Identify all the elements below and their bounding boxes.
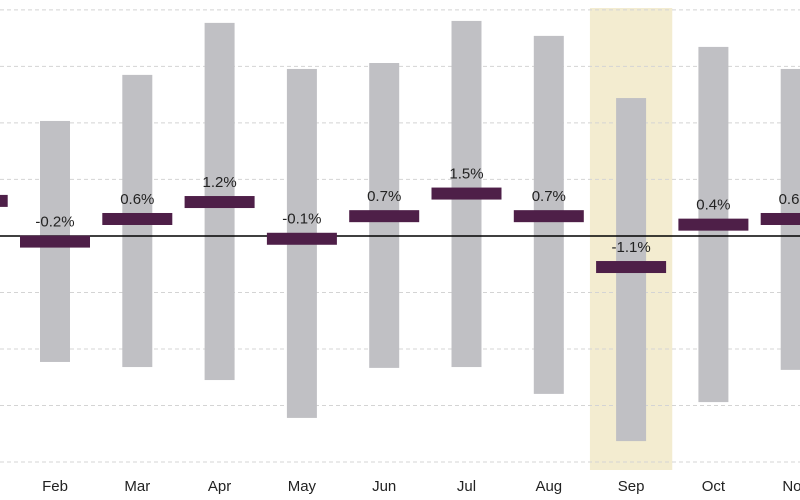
- x-tick-label: Mar: [124, 478, 150, 495]
- value-label: 0.7%: [367, 188, 401, 205]
- average-marker: [760, 212, 800, 225]
- value-label: 1.2%: [202, 174, 236, 191]
- value-label: 0.6%: [779, 191, 800, 208]
- x-tick-label: Apr: [208, 478, 231, 495]
- average-marker: [266, 232, 337, 245]
- value-label: -0.1%: [282, 211, 321, 228]
- x-tick-label: Jun: [372, 478, 396, 495]
- average-marker: [102, 212, 173, 225]
- average-marker: [678, 218, 749, 231]
- value-label: 0.7%: [532, 188, 566, 205]
- value-label: -1.1%: [612, 239, 651, 256]
- value-label: 0.4%: [696, 197, 730, 214]
- value-label: 0.6%: [120, 191, 154, 208]
- value-label: -0.2%: [35, 214, 74, 231]
- value-label: 1.5%: [449, 166, 483, 183]
- x-tick-label: Aug: [535, 478, 562, 495]
- x-tick-label: Feb: [42, 478, 68, 495]
- average-marker: [20, 235, 90, 248]
- average-marker: [596, 261, 667, 274]
- x-tick-label: Oct: [702, 478, 726, 495]
- average-marker: [349, 210, 420, 223]
- average-marker: [431, 187, 502, 200]
- x-tick-label: May: [288, 478, 317, 495]
- x-tick-label: Jul: [457, 478, 476, 495]
- average-marker: [513, 210, 584, 223]
- x-tick-label: Sep: [618, 478, 645, 495]
- x-tick-label: Nov: [782, 478, 800, 495]
- average-marker: [0, 194, 8, 207]
- average-marker: [184, 196, 255, 209]
